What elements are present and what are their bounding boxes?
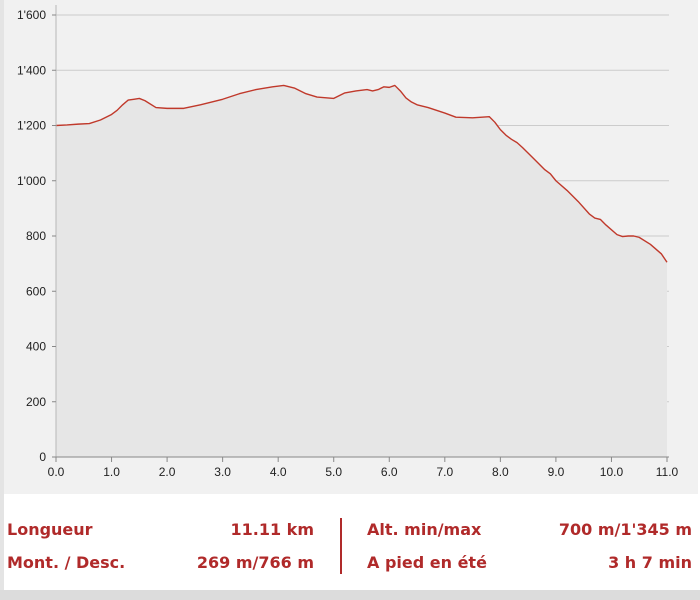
x-tick-label: 5.0 [325, 465, 342, 479]
x-tick-labels: 0.0 1.0 2.0 3.0 4.0 5.0 6.0 7.0 8.0 9.0 10.0 11.0 [48, 465, 679, 479]
left-border [0, 0, 4, 600]
x-tick-label: 3.0 [214, 465, 231, 479]
y-tick-label: 600 [26, 284, 46, 298]
area-layer [55, 84, 668, 457]
length-value: 11.11 km [230, 520, 315, 539]
elevation-line [55, 84, 668, 263]
x-tick-label: 0.0 [48, 465, 65, 479]
ascent-descent-label: Mont. / Desc. [7, 553, 126, 572]
walking-time-label: A pied en été [367, 553, 487, 572]
elevation-chart: 0 200 400 600 800 1'000 1'200 1'400 1'600 0.0 1.0… [17, 5, 679, 479]
x-tick-label: 11.0 [656, 465, 679, 479]
y-tick-label: 1'600 [17, 8, 46, 22]
axis-lines [52, 5, 669, 462]
route-stats: Longueur 11.11 km Mont. / Desc. 269 m/76… [0, 510, 700, 580]
x-tick-label: 8.0 [492, 465, 509, 479]
bottom-border [0, 590, 700, 600]
altitude-value: 700 m/1'345 m [558, 520, 692, 539]
y-tick-labels: 0 200 400 600 800 1'000 1'200 1'400 1'600 [17, 8, 46, 464]
y-tick-label: 800 [26, 229, 46, 243]
x-tick-label: 2.0 [159, 465, 176, 479]
x-tick-label: 6.0 [381, 465, 398, 479]
y-tick-label: 400 [26, 340, 46, 354]
x-tick-label: 4.0 [270, 465, 287, 479]
y-tick-label: 1'200 [17, 119, 46, 133]
stats-divider [340, 518, 342, 574]
x-tick-label: 10.0 [600, 465, 624, 479]
elevation-area [56, 85, 667, 457]
length-label: Longueur [7, 520, 93, 539]
y-tick-label: 0 [39, 450, 46, 464]
y-tick-label: 1'400 [17, 63, 46, 77]
y-tick-label: 1'000 [17, 174, 46, 188]
altitude-label: Alt. min/max [367, 520, 482, 539]
walking-time-value: 3 h 7 min [608, 553, 692, 572]
y-tick-label: 200 [26, 395, 46, 409]
x-tick-label: 9.0 [548, 465, 565, 479]
ascent-descent-value: 269 m/766 m [196, 553, 314, 572]
x-tick-label: 1.0 [103, 465, 120, 479]
x-tick-label: 7.0 [436, 465, 453, 479]
